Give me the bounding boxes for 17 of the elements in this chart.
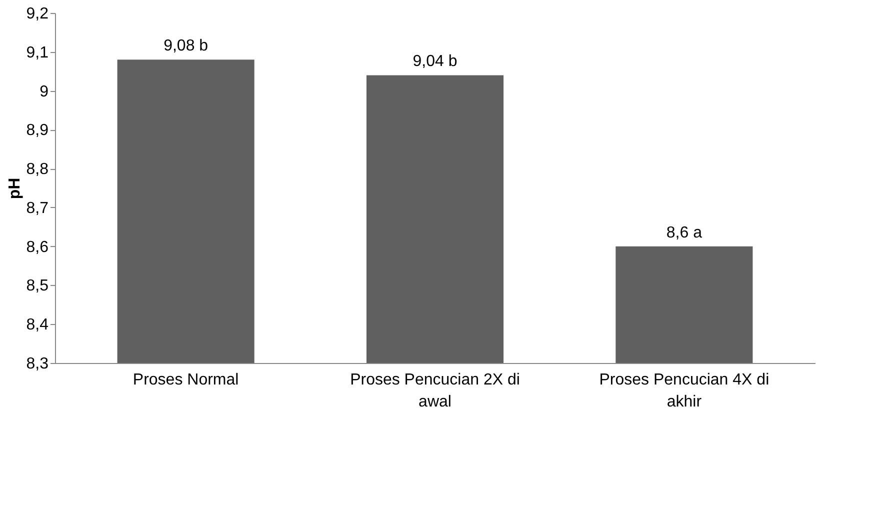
data-label: 8,6 a <box>666 224 702 242</box>
y-tick-label: 8,9 <box>26 122 49 140</box>
x-tick-label: Proses Normal <box>132 372 239 388</box>
x-tick-label: Proses Pencucian 4X di akhir <box>599 372 770 410</box>
y-axis-title: pH <box>6 178 24 200</box>
data-label: 9,04 b <box>412 53 458 70</box>
data-label: 9,08 b <box>164 38 208 55</box>
y-tick-label: 8,7 <box>26 200 49 217</box>
y-tick-label: 9 <box>40 83 49 100</box>
y-tick-label: 8,3 <box>26 356 49 372</box>
y-tick-label: 9,1 <box>26 44 49 62</box>
y-tick-label: 8,8 <box>26 161 49 178</box>
y-tick-label: 8,4 <box>26 316 49 334</box>
y-tick-label: 8,5 <box>26 278 49 295</box>
y-tick-label: 9,2 <box>26 6 49 22</box>
x-tick-label: Proses Pencucian 2X di awal <box>350 372 520 410</box>
y-tick-label: 8,6 <box>26 238 49 256</box>
